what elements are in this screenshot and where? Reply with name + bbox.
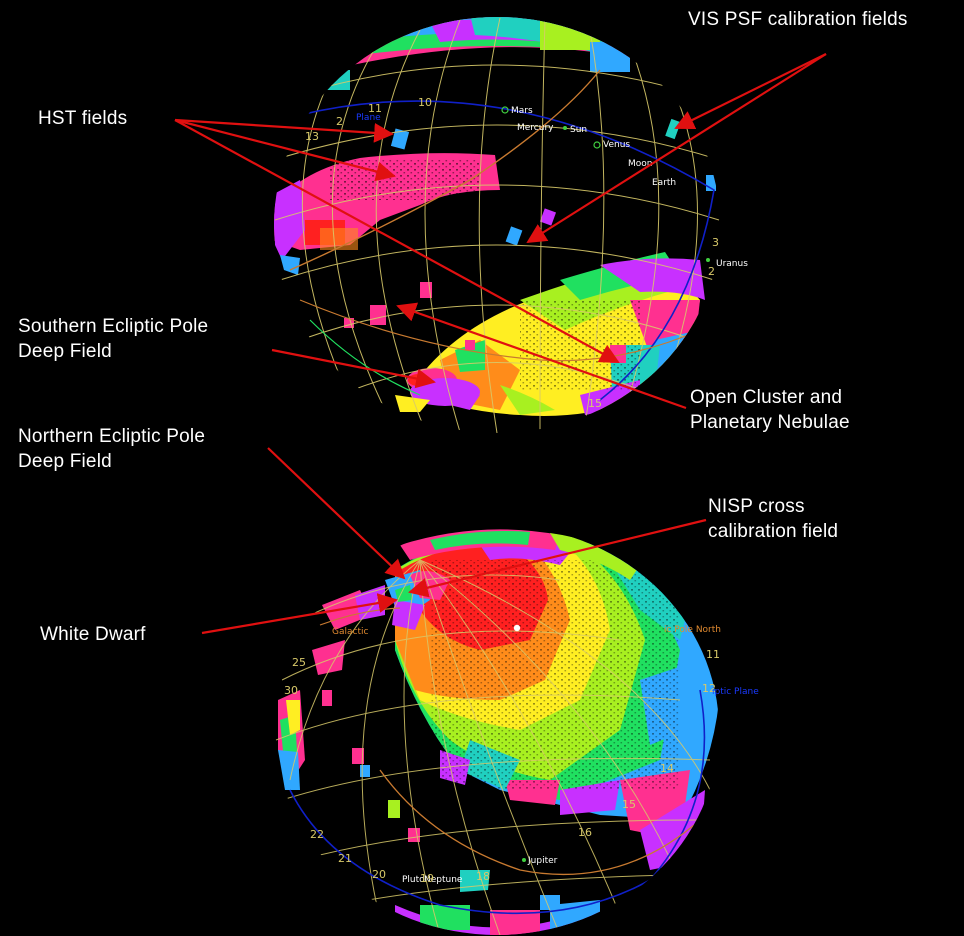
white-dwarf-marker [513, 624, 521, 632]
planet-label-mars: Mars [511, 106, 533, 116]
bottom-planets: Jupiter Pluto Neptune [402, 856, 558, 885]
planet-label-neptune: Neptune [424, 875, 463, 885]
planet-label-pluto: Pluto [402, 875, 425, 885]
label-open-cluster-planetary-nebulae: Open Cluster and Planetary Nebulae [690, 385, 850, 435]
planet-label-jupiter: Jupiter [527, 856, 558, 866]
arrow-open-cluster [396, 302, 687, 410]
top-ecliptic-plane [279, 100, 715, 401]
svg-text:18: 18 [476, 870, 490, 883]
svg-text:21: 21 [338, 852, 352, 865]
top-hour-labels: 11 10 2 13 3 2 15 [305, 96, 719, 410]
svg-text:25: 25 [292, 656, 306, 669]
arrow-hst-2 [174, 118, 396, 182]
callout-arrows [174, 53, 827, 635]
svg-text:10: 10 [418, 96, 432, 109]
svg-text:11: 11 [706, 648, 720, 661]
svg-text:30: 30 [284, 684, 298, 697]
svg-text:14: 14 [660, 762, 674, 775]
planet-label-uranus: Uranus [716, 259, 748, 269]
top-planets: Mars Mercury Sun Venus Moon Earth Uranus [501, 106, 748, 269]
top-plane-label: Plane [356, 113, 381, 123]
label-open-cluster-line2: Planetary Nebulae [690, 412, 850, 433]
svg-text:22: 22 [310, 828, 324, 841]
label-hst-fields: HST fields [38, 108, 128, 129]
arrow-vis-psf-1 [674, 53, 827, 129]
svg-text:2: 2 [336, 115, 343, 128]
svg-text:11: 11 [368, 102, 382, 115]
label-nisp-line2: calibration field [708, 521, 839, 542]
label-southern-ecliptic-pole-line2: Deep Field [18, 341, 112, 362]
arrow-hst-1 [174, 118, 394, 143]
planet-label-sun: Sun [570, 125, 587, 135]
svg-text:15: 15 [588, 397, 602, 410]
bottom-hour-labels: 11 12 14 15 16 18 19 20 21 22 25 30 [284, 648, 720, 885]
label-open-cluster-line1: Open Cluster and [690, 387, 843, 408]
top-galactic-plane [289, 69, 601, 271]
label-nisp-cross-calibration: NISP cross calibration field [708, 494, 838, 544]
planet-label-venus: Venus [603, 140, 630, 150]
planet-label-moon: Moon [628, 159, 652, 169]
arrow-vis-psf-2 [526, 53, 827, 244]
label-northern-ecliptic-pole-line1: Northern Ecliptic Pole [18, 426, 206, 447]
bottom-ecliptic-plane [289, 689, 706, 915]
label-southern-ecliptic-pole: Southern Ecliptic Pole Deep Field [18, 314, 208, 364]
svg-text:19: 19 [420, 872, 434, 885]
planet-label-earth: Earth [652, 178, 676, 188]
bottom-galactic-label: Galactic [332, 627, 368, 637]
planet-label-mercury: Mercury [517, 123, 554, 133]
svg-text:20: 20 [372, 868, 386, 881]
bottom-southern-bands [395, 870, 600, 935]
svg-text:2: 2 [708, 265, 715, 278]
label-white-dwarf: White Dwarf [40, 624, 146, 645]
svg-text:15: 15 [622, 798, 636, 811]
top-sky-sphere: Mars Mercury Sun Venus Moon Earth Uranus… [274, 17, 748, 433]
label-northern-ecliptic-pole: Northern Ecliptic Pole Deep Field [18, 424, 205, 474]
bottom-galactic-plane [379, 769, 701, 876]
bottom-pole-label: ic Pole North [664, 625, 721, 635]
svg-text:16: 16 [578, 826, 592, 839]
bottom-plane-label: iptic Plane [712, 687, 759, 697]
arrow-white-dwarf [201, 593, 398, 635]
bottom-left-bands [278, 690, 420, 842]
svg-text:12: 12 [702, 682, 716, 695]
svg-text:3: 3 [712, 236, 719, 249]
arrow-south-pole [271, 348, 436, 389]
top-graticule [274, 17, 720, 433]
svg-text:13: 13 [305, 130, 319, 143]
label-northern-ecliptic-pole-line2: Deep Field [18, 451, 112, 472]
bottom-graticule [275, 559, 716, 935]
arrow-nisp [408, 518, 707, 598]
label-southern-ecliptic-pole-line1: Southern Ecliptic Pole [18, 316, 209, 337]
bottom-sky-sphere: Jupiter Pluto Neptune 11 12 14 15 16 18 … [275, 525, 759, 935]
label-vis-psf-calibration-fields: VIS PSF calibration fields [688, 9, 908, 30]
arrow-hst-3 [174, 119, 620, 363]
label-nisp-line1: NISP cross [708, 496, 805, 517]
arrow-north-pole [267, 447, 406, 580]
